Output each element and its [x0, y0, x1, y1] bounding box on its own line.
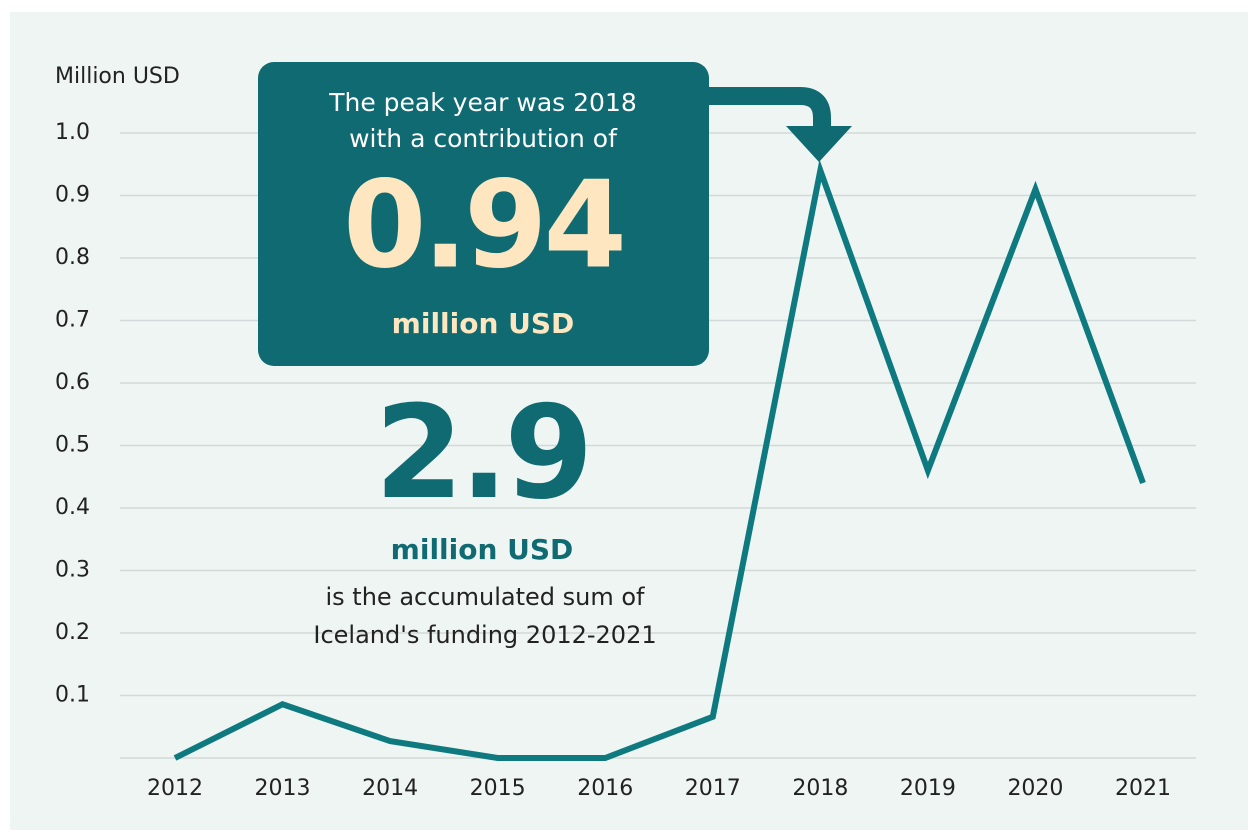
y-tick-label: 0.8 [55, 245, 90, 270]
annotation-box [258, 62, 709, 366]
data-line [173, 159, 1146, 761]
annotation-text: with a contribution of [349, 124, 618, 153]
annotation-unit: million USD [392, 307, 575, 340]
x-tick-label: 2021 [1115, 776, 1171, 801]
annotation-big: 0.94 [343, 157, 623, 296]
y-tick-label: 0.1 [55, 683, 90, 708]
total-unit: million USD [391, 533, 574, 566]
annotation-text: The peak year was 2018 [328, 88, 637, 117]
y-tick-label: 0.9 [55, 183, 90, 208]
y-tick-label: 0.7 [55, 308, 90, 333]
x-tick-label: 2018 [792, 776, 848, 801]
y-tick-label: 0.5 [55, 433, 90, 458]
y-tick-label: 0.2 [55, 620, 90, 645]
x-tick-label: 2016 [577, 776, 633, 801]
total-text: Iceland's funding 2012-2021 [313, 621, 656, 649]
x-tick-label: 2015 [470, 776, 526, 801]
x-tick-label: 2017 [685, 776, 741, 801]
y-axis-label: Million USD [55, 64, 180, 89]
x-tick-label: 2014 [362, 776, 418, 801]
y-tick-label: 0.6 [55, 370, 90, 395]
x-tick-label: 2013 [255, 776, 311, 801]
x-tick-label: 2012 [147, 776, 203, 801]
arrow-head [786, 126, 852, 162]
x-tick-label: 2019 [900, 776, 956, 801]
marks [173, 159, 1146, 761]
total-text: is the accumulated sum of [326, 583, 646, 611]
total-big: 2.9 [375, 379, 590, 528]
grid: 0.1 0.2 0.3 0.4 0.5 0.6 0.7 0.8 0.9 1.0 2012 2013 20… [55, 120, 1196, 801]
y-tick-label: 1.0 [55, 120, 90, 145]
arrow-shaft [700, 87, 831, 128]
y-tick-label: 0.3 [55, 558, 90, 583]
x-tick-label: 2020 [1007, 776, 1063, 801]
y-tick-label: 0.4 [55, 495, 90, 520]
